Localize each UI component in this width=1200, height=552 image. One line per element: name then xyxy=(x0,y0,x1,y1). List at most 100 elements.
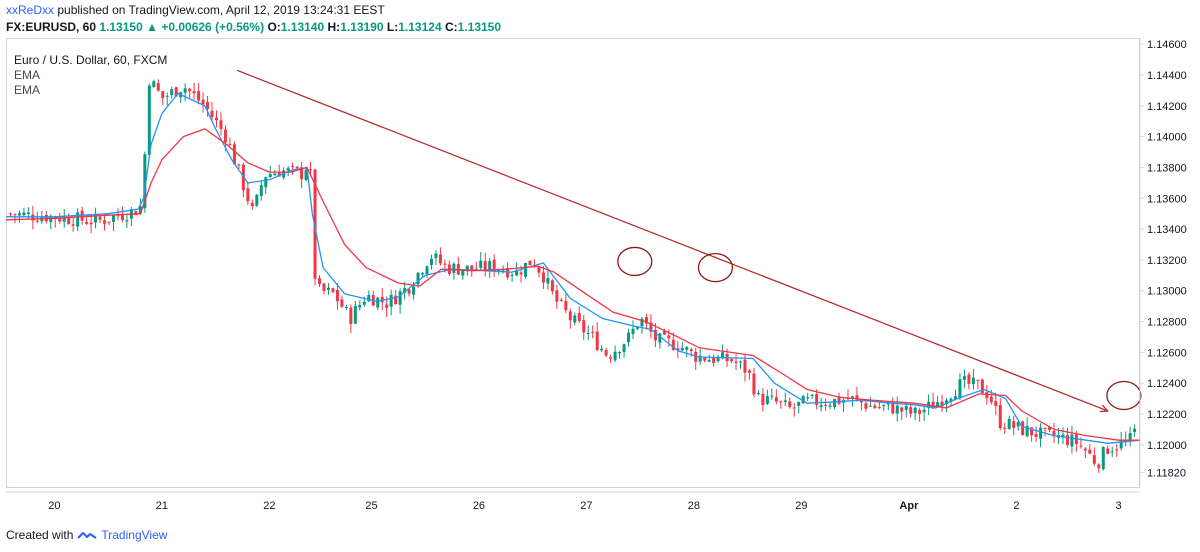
candle-body xyxy=(864,403,868,409)
candle-body xyxy=(434,253,438,259)
candle-body xyxy=(958,379,962,399)
candle-body xyxy=(465,265,469,272)
y-tick-label: 1.14200 xyxy=(1147,101,1187,113)
candle-body xyxy=(331,288,335,292)
x-tick-label: Apr xyxy=(899,500,919,512)
candle-body xyxy=(322,283,326,292)
candle-body xyxy=(362,301,366,305)
chart-legend: Euro / U.S. Dollar, 60, FXCM EMA EMA xyxy=(14,53,167,98)
candle-body xyxy=(1065,435,1069,446)
candle-body xyxy=(170,89,174,96)
candle-body xyxy=(801,396,805,404)
trendline xyxy=(236,69,1108,412)
candle-body xyxy=(980,379,984,394)
candle-body xyxy=(743,359,747,373)
candle-body xyxy=(618,352,622,354)
tradingview-brand[interactable]: TradingView xyxy=(101,528,168,542)
candle-body xyxy=(582,320,586,333)
legend-ema-2[interactable]: EMA xyxy=(14,83,41,97)
candle-body xyxy=(340,299,344,307)
candle-body xyxy=(138,206,142,214)
close-label: C: xyxy=(444,20,458,34)
trendline-arrowhead xyxy=(1099,404,1110,413)
candle-body xyxy=(1025,426,1029,437)
candle-body xyxy=(1043,427,1047,429)
candle-body xyxy=(1039,427,1043,439)
candle-body xyxy=(524,263,528,277)
candle-body xyxy=(488,261,492,271)
candle-body xyxy=(407,289,411,294)
legend-ema-1[interactable]: EMA xyxy=(14,68,41,82)
candle-body xyxy=(76,212,80,227)
candle-body xyxy=(1092,455,1096,464)
candle-body xyxy=(443,263,447,265)
candle-body xyxy=(389,294,393,307)
candle-body xyxy=(707,359,711,362)
candle-body xyxy=(206,101,210,109)
candle-body xyxy=(971,377,975,385)
candle-body xyxy=(515,270,519,276)
candle-body xyxy=(398,291,402,305)
candle-body xyxy=(913,407,917,414)
y-tick-label: 1.14400 xyxy=(1147,70,1187,82)
candle-body xyxy=(703,357,707,361)
candle-body xyxy=(1110,451,1114,453)
candle-body xyxy=(698,355,702,362)
candle-body xyxy=(210,110,214,118)
candle-body xyxy=(1012,421,1016,428)
candle-body xyxy=(550,280,554,292)
candle-body xyxy=(98,216,102,220)
candle-body xyxy=(559,299,563,301)
y-tick-label: 1.12800 xyxy=(1147,317,1187,329)
x-tick-label: 20 xyxy=(48,500,60,512)
x-tick-label: 28 xyxy=(688,500,700,512)
candle-body xyxy=(344,307,348,309)
candle-body xyxy=(492,259,496,272)
candle-body xyxy=(286,168,290,171)
candle-body xyxy=(161,91,165,98)
ema-slow-line xyxy=(6,92,1141,444)
candle-body xyxy=(868,405,872,407)
candle-body xyxy=(255,194,259,206)
candle-body xyxy=(989,396,993,403)
candle-body xyxy=(412,286,416,295)
candle-body xyxy=(528,260,532,266)
candle-body xyxy=(277,172,281,177)
candle-body xyxy=(1101,447,1105,470)
y-tick-label: 1.12400 xyxy=(1147,378,1187,390)
candle-body xyxy=(788,401,792,408)
candle-body xyxy=(1133,428,1137,432)
candle-body xyxy=(622,344,626,353)
x-tick-label: 26 xyxy=(473,500,485,512)
author-link[interactable]: xxReDxx xyxy=(6,3,55,17)
candle-body xyxy=(8,213,12,215)
candle-body xyxy=(264,177,268,188)
candle-body xyxy=(649,322,653,332)
candle-body xyxy=(237,164,241,166)
candle-body xyxy=(1021,421,1025,436)
x-tick-label: 22 xyxy=(263,500,275,512)
candle-body xyxy=(891,403,895,414)
annotation-circle xyxy=(697,252,734,283)
candle-body xyxy=(192,91,196,94)
candle-body xyxy=(1003,427,1007,429)
candle-body xyxy=(107,221,111,223)
candle-body xyxy=(1088,449,1092,454)
candle-body xyxy=(922,409,926,413)
candle-body xyxy=(273,173,277,176)
publish-line: xxReDxx published on TradingView.com, Ap… xyxy=(6,3,385,17)
y-tick-label: 1.11820 xyxy=(1147,468,1186,480)
candle-body xyxy=(403,288,407,293)
candle-body xyxy=(394,295,398,305)
candle-body xyxy=(452,263,456,273)
candle-body xyxy=(604,349,608,356)
candle-body xyxy=(962,376,966,380)
up-triangle-icon: ▲ xyxy=(146,20,158,34)
candle-body xyxy=(595,331,599,351)
candle-body xyxy=(573,315,577,323)
candle-body xyxy=(1115,449,1119,451)
candle-body xyxy=(680,348,684,351)
candle-body xyxy=(367,294,371,302)
candle-body xyxy=(58,217,62,222)
